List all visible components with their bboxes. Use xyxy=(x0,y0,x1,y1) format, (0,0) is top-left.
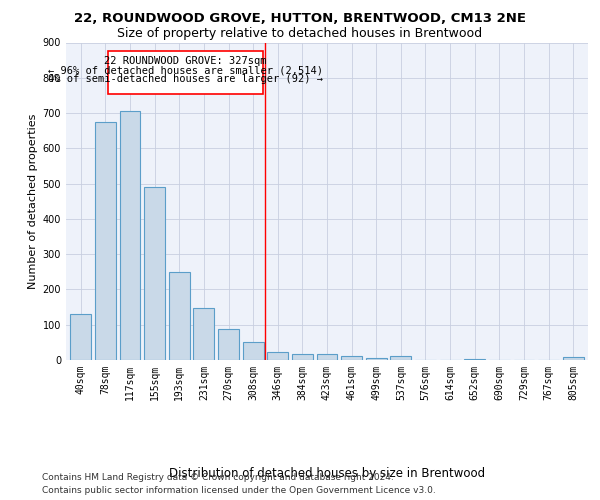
Bar xyxy=(95,122,116,360)
Bar xyxy=(119,112,140,360)
Bar xyxy=(317,354,337,360)
Bar xyxy=(366,358,387,360)
Bar xyxy=(144,187,165,360)
Bar xyxy=(341,356,362,360)
Text: ← 96% of detached houses are smaller (2,514): ← 96% of detached houses are smaller (2,… xyxy=(48,66,323,76)
Bar xyxy=(169,272,190,360)
Bar xyxy=(292,354,313,360)
Bar xyxy=(267,352,288,360)
Text: Contains HM Land Registry data © Crown copyright and database right 2024.: Contains HM Land Registry data © Crown c… xyxy=(42,472,394,482)
Text: 22 ROUNDWOOD GROVE: 327sqm: 22 ROUNDWOOD GROVE: 327sqm xyxy=(104,56,266,66)
Bar xyxy=(70,314,91,360)
X-axis label: Distribution of detached houses by size in Brentwood: Distribution of detached houses by size … xyxy=(169,467,485,480)
Text: 22, ROUNDWOOD GROVE, HUTTON, BRENTWOOD, CM13 2NE: 22, ROUNDWOOD GROVE, HUTTON, BRENTWOOD, … xyxy=(74,12,526,26)
Bar xyxy=(218,329,239,360)
Bar xyxy=(391,356,412,360)
Text: Size of property relative to detached houses in Brentwood: Size of property relative to detached ho… xyxy=(118,28,482,40)
Text: Contains public sector information licensed under the Open Government Licence v3: Contains public sector information licen… xyxy=(42,486,436,495)
FancyBboxPatch shape xyxy=(108,52,263,94)
Bar xyxy=(563,357,584,360)
Bar xyxy=(193,308,214,360)
Y-axis label: Number of detached properties: Number of detached properties xyxy=(28,114,38,289)
Bar xyxy=(242,342,263,360)
Text: 4% of semi-detached houses are larger (92) →: 4% of semi-detached houses are larger (9… xyxy=(48,74,323,84)
